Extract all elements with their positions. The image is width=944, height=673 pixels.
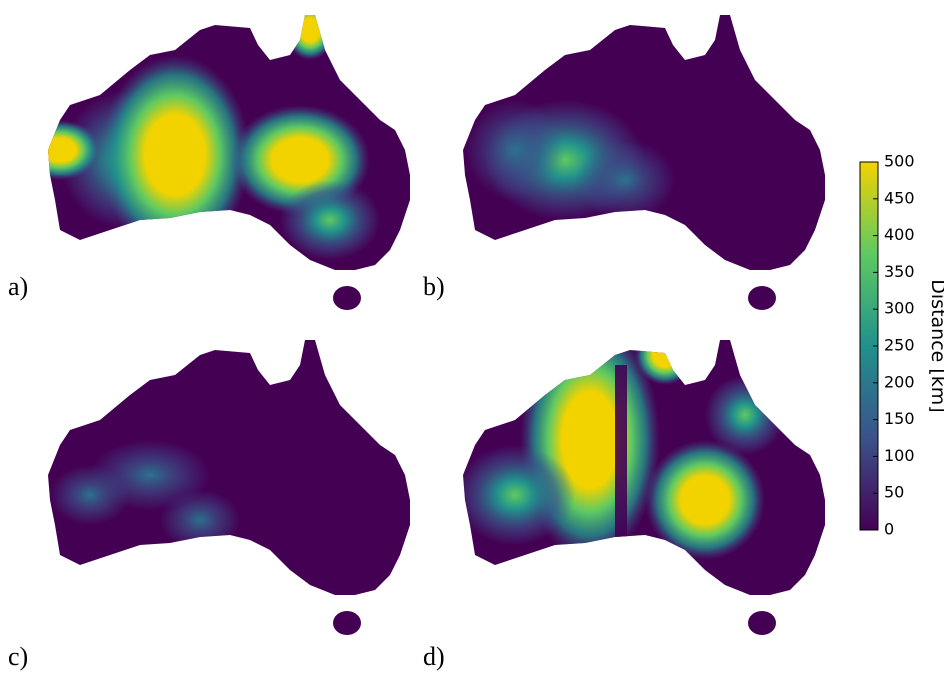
tick-label: 350	[884, 262, 915, 281]
tick-label: 200	[884, 372, 915, 391]
tick-label: 100	[884, 446, 915, 465]
map-d	[463, 340, 825, 635]
map-c	[48, 340, 410, 635]
map-a	[48, 15, 410, 310]
tick-label: 500	[884, 152, 915, 171]
panel-label: d)	[423, 642, 445, 671]
panel-label: b)	[423, 272, 445, 301]
tick-label: 450	[884, 188, 915, 207]
tick-label: 250	[884, 336, 915, 355]
panel-label: a)	[8, 272, 28, 301]
tick-label: 0	[884, 520, 894, 539]
map-b	[463, 15, 825, 310]
tick-label: 400	[884, 225, 915, 244]
tick-label: 50	[884, 483, 904, 502]
tick-label: 150	[884, 409, 915, 428]
panel-label: c)	[8, 642, 28, 671]
colorbar-label: Distance [km]	[927, 279, 944, 412]
tick-label: 300	[884, 299, 915, 318]
